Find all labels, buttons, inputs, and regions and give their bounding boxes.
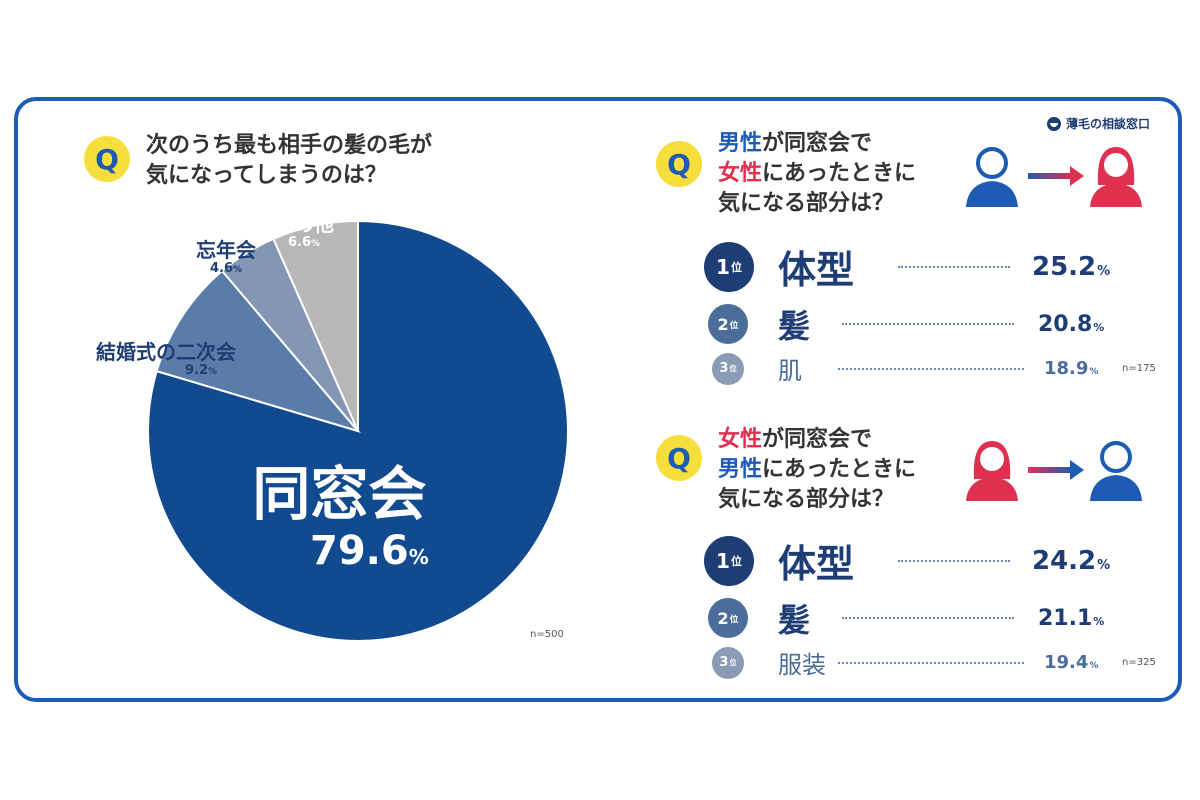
rt-female-word: 女性	[718, 161, 763, 186]
pie-label-dousoukai-name: 同窓会	[252, 460, 427, 528]
rt-sample-size: n=175	[1122, 363, 1156, 374]
rt-dots-3	[838, 367, 1024, 370]
pie-slice-3	[272, 219, 359, 432]
pie-label-dousoukai: 同窓会 79.6%	[250, 460, 429, 574]
pie-label-kekkonshiki-name: 結婚式の二次会	[96, 340, 236, 364]
question-badge-right-top: Q	[656, 141, 702, 187]
rt-dots-1	[898, 265, 1010, 268]
pie-label-sonota: その他 6.6%	[274, 213, 334, 251]
left-question-line2: 気になってしまうのは？	[146, 163, 387, 188]
rt-line3: 気になる部分は？	[718, 191, 895, 216]
pie-label-sonota-value: 6.6%	[287, 235, 321, 250]
rt-line1-rest: が同窓会で	[762, 131, 873, 156]
pie-label-dousoukai-value: 79.6%	[310, 527, 429, 574]
pie-label-bounenkai-name: 忘年会	[196, 238, 256, 262]
rt-rank-value-1: 25.2%	[1032, 251, 1111, 282]
male-person-icon-2	[1090, 441, 1142, 501]
rt-rank-value-3: 18.9%	[1044, 358, 1099, 379]
left-question-line1: 次のうち最も相手の髪の毛が	[146, 133, 433, 158]
brand-icon	[1046, 116, 1061, 131]
pie-label-kekkonshiki-value: 9.2%	[184, 363, 218, 378]
pie-label-sonota-name: その他	[274, 212, 334, 236]
rt-rank-label-1: 体型	[778, 248, 855, 292]
infographic-card: 薄毛の相談窓口 Q 次のうち最も相手の髪の毛が 気になってしまうのは？ 同窓会 …	[14, 97, 1182, 702]
rb-line3: 気になる部分は？	[718, 487, 895, 512]
rt-rank-label-2: 髪	[778, 307, 811, 345]
rb-rank-value-1: 24.2%	[1032, 545, 1111, 576]
pie-label-kekkonshiki: 結婚式の二次会 9.2%	[96, 341, 236, 379]
brand-name: 薄毛の相談窓口	[1065, 117, 1150, 131]
rt-rank-value-2: 20.8%	[1038, 311, 1105, 337]
right-bottom-question: 女性が同窓会で 男性にあったときに 気になる部分は？	[718, 425, 916, 515]
female-to-male-graphic	[966, 441, 1142, 501]
female-person-icon-2	[966, 441, 1018, 501]
rt-male-word: 男性	[718, 131, 763, 156]
rb-line1-rest: が同窓会で	[762, 427, 873, 452]
rb-dots-2	[842, 617, 1014, 619]
rb-sample-size: n=325	[1122, 657, 1156, 668]
rb-rank-label-1: 体型	[778, 542, 855, 586]
rb-rank-value-2: 21.1%	[1038, 605, 1105, 631]
question-badge-left: Q	[84, 136, 130, 182]
arrow-icon	[1028, 166, 1084, 186]
brand-logo: 薄毛の相談窓口	[1046, 115, 1150, 132]
pie-chart	[147, 219, 569, 642]
right-top-question: 男性が同窓会で 女性にあったときに 気になる部分は？	[718, 129, 916, 219]
rb-rank-label-3: 服装	[778, 651, 826, 679]
male-person-icon	[966, 147, 1018, 207]
male-to-female-graphic	[966, 147, 1142, 207]
pie-slice-1	[155, 269, 361, 433]
rb-female-word: 女性	[718, 427, 763, 452]
left-question: 次のうち最も相手の髪の毛が 気になってしまうのは？	[146, 131, 432, 191]
female-person-icon	[1090, 147, 1142, 207]
rb-rank-label-2: 髪	[778, 601, 811, 639]
pie-slice-0	[147, 219, 569, 642]
rb-rank-value-3: 19.4%	[1044, 652, 1099, 673]
pie-label-bounenkai-value: 4.6%	[209, 261, 243, 276]
rt-rank-label-3: 肌	[778, 357, 802, 385]
rb-dots-1	[898, 559, 1010, 562]
rt-dots-2	[842, 323, 1014, 325]
left-sample-size: n=500	[530, 629, 564, 640]
rb-male-word: 男性	[718, 457, 763, 482]
rt-line2-rest: にあったときに	[762, 161, 917, 186]
rb-dots-3	[838, 661, 1024, 664]
arrow-icon-2	[1028, 460, 1084, 480]
rb-line2-rest: にあったときに	[762, 457, 917, 482]
question-badge-right-bottom: Q	[656, 435, 702, 481]
pie-label-bounenkai: 忘年会 4.6%	[196, 239, 256, 277]
